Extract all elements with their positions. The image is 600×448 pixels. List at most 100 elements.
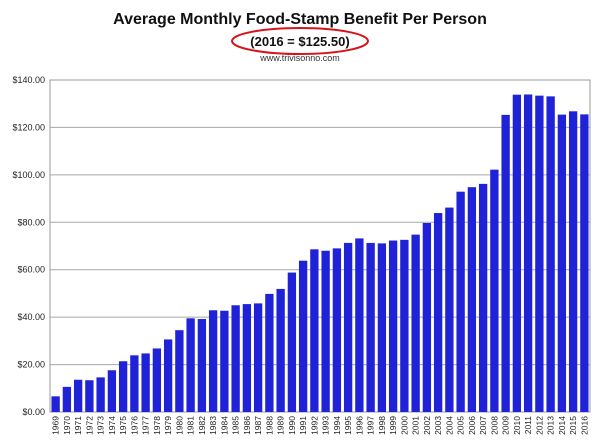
x-tick-label: 1972 xyxy=(84,416,94,435)
x-tick-label: 2011 xyxy=(523,416,533,435)
bar-1978 xyxy=(152,348,162,412)
bar-layer xyxy=(51,94,589,413)
bar-1973 xyxy=(96,377,105,412)
bar-1988 xyxy=(265,293,274,412)
x-tick-label: 1992 xyxy=(309,416,319,435)
x-tick-label: 1991 xyxy=(298,416,308,435)
x-tick-label: 2013 xyxy=(546,416,556,435)
x-tick-label: 1998 xyxy=(377,416,387,435)
bar-1995 xyxy=(343,242,353,412)
bar-1970 xyxy=(62,386,72,412)
bar-2013 xyxy=(546,96,555,412)
x-tick-label: 2008 xyxy=(489,416,499,435)
plot-area-border xyxy=(49,79,591,413)
bar-1977 xyxy=(141,353,150,412)
x-tick-label: 1988 xyxy=(264,416,274,435)
x-tick-label: 1971 xyxy=(73,416,83,435)
x-tick-label: 2016 xyxy=(579,416,589,435)
bar-1972 xyxy=(85,380,94,412)
x-tick-label: 2001 xyxy=(411,416,421,435)
bar-1998 xyxy=(377,243,387,412)
x-tick-label: 1976 xyxy=(129,416,139,435)
x-tick-label: 1999 xyxy=(388,416,398,435)
x-tick-label: 2004 xyxy=(444,416,454,435)
bar-2014 xyxy=(557,114,567,412)
x-tick-label: 1974 xyxy=(107,416,117,435)
x-tick-label: 2009 xyxy=(501,416,511,435)
bar-1987 xyxy=(253,303,263,412)
bar-2010 xyxy=(512,94,522,413)
x-tick-label: 1985 xyxy=(231,416,241,435)
bar-1983 xyxy=(208,310,218,412)
x-tick-label: 1983 xyxy=(208,416,218,435)
bar-1980 xyxy=(175,330,184,412)
y-tick-label: $40.00 xyxy=(17,312,45,322)
x-tick-label: 2006 xyxy=(467,416,477,435)
bar-1994 xyxy=(332,248,342,412)
bar-1984 xyxy=(220,310,229,412)
x-tick-label: 2002 xyxy=(422,416,432,435)
y-tick-label: $20.00 xyxy=(17,360,45,370)
x-tick-label: 1977 xyxy=(141,416,151,435)
x-tick-label: 2010 xyxy=(512,416,522,435)
x-tick-label: 2000 xyxy=(399,416,409,435)
bar-2009 xyxy=(501,114,510,413)
x-tick-label: 1987 xyxy=(253,416,263,435)
bar-1997 xyxy=(366,242,375,412)
x-tick-label: 1990 xyxy=(287,416,297,435)
x-tick-label: 1969 xyxy=(51,416,61,435)
source-label: www.trivisonno.com xyxy=(259,53,340,63)
x-tick-label: 1995 xyxy=(343,416,353,435)
subtitle-highlight-circle xyxy=(231,27,369,55)
bar-1976 xyxy=(130,355,139,412)
bar-1996 xyxy=(355,238,364,412)
x-tick-label: 1996 xyxy=(354,416,364,435)
x-tick-label: 1993 xyxy=(321,416,331,435)
chart-title: Average Monthly Food-Stamp Benefit Per P… xyxy=(113,11,487,28)
x-tick-labels: 1969 1970 1971 1972 1973 1974 1975 1976 1977 1978… xyxy=(51,416,590,435)
bar-2016 xyxy=(580,114,589,412)
bar-1974 xyxy=(107,370,117,412)
x-tick-label: 1973 xyxy=(96,416,106,435)
bar-1969 xyxy=(51,396,60,412)
x-tick-label: 1986 xyxy=(242,416,252,435)
axis-layer: $0.00 $20.00 $40.00 $60.00 $80.00 $100.00 $120… xyxy=(12,75,591,417)
bar-2000 xyxy=(400,239,409,412)
bar-2003 xyxy=(433,213,443,412)
x-tick-label: 2005 xyxy=(456,416,466,435)
bar-1992 xyxy=(310,249,319,412)
x-tick-label: 1970 xyxy=(62,416,72,435)
bar-2011 xyxy=(523,94,533,413)
bar-1993 xyxy=(321,250,330,412)
bar-2002 xyxy=(422,222,432,412)
y-tick-label: $100.00 xyxy=(12,170,45,180)
bar-1971 xyxy=(73,379,83,412)
x-tick-label: 2015 xyxy=(568,416,578,435)
bar-1991 xyxy=(298,260,308,412)
bar-1981 xyxy=(186,318,195,412)
x-tick-label: 1989 xyxy=(276,416,286,435)
x-tick-label: 1981 xyxy=(186,416,196,435)
bar-1986 xyxy=(242,304,252,412)
chart-subtitle: (2016 = $125.50) xyxy=(250,34,349,49)
bar-2005 xyxy=(456,191,465,412)
x-tick-label: 1994 xyxy=(332,416,342,435)
bar-2004 xyxy=(445,207,454,412)
bar-1990 xyxy=(287,272,297,412)
x-tick-label: 1978 xyxy=(152,416,162,435)
bar-1989 xyxy=(276,288,285,412)
bar-1999 xyxy=(388,240,398,412)
bar-1982 xyxy=(197,319,207,412)
bar-2015 xyxy=(568,111,578,412)
x-tick-label: 2014 xyxy=(557,416,567,435)
x-tick-label: 2012 xyxy=(534,416,544,435)
y-tick-label: $140.00 xyxy=(12,75,45,85)
bar-2006 xyxy=(467,187,477,412)
y-tick-label: $60.00 xyxy=(17,265,45,275)
x-tick-label: 1979 xyxy=(163,416,173,435)
bar-2012 xyxy=(535,95,544,412)
x-tick-label: 1980 xyxy=(174,416,184,435)
bar-1979 xyxy=(163,339,173,412)
